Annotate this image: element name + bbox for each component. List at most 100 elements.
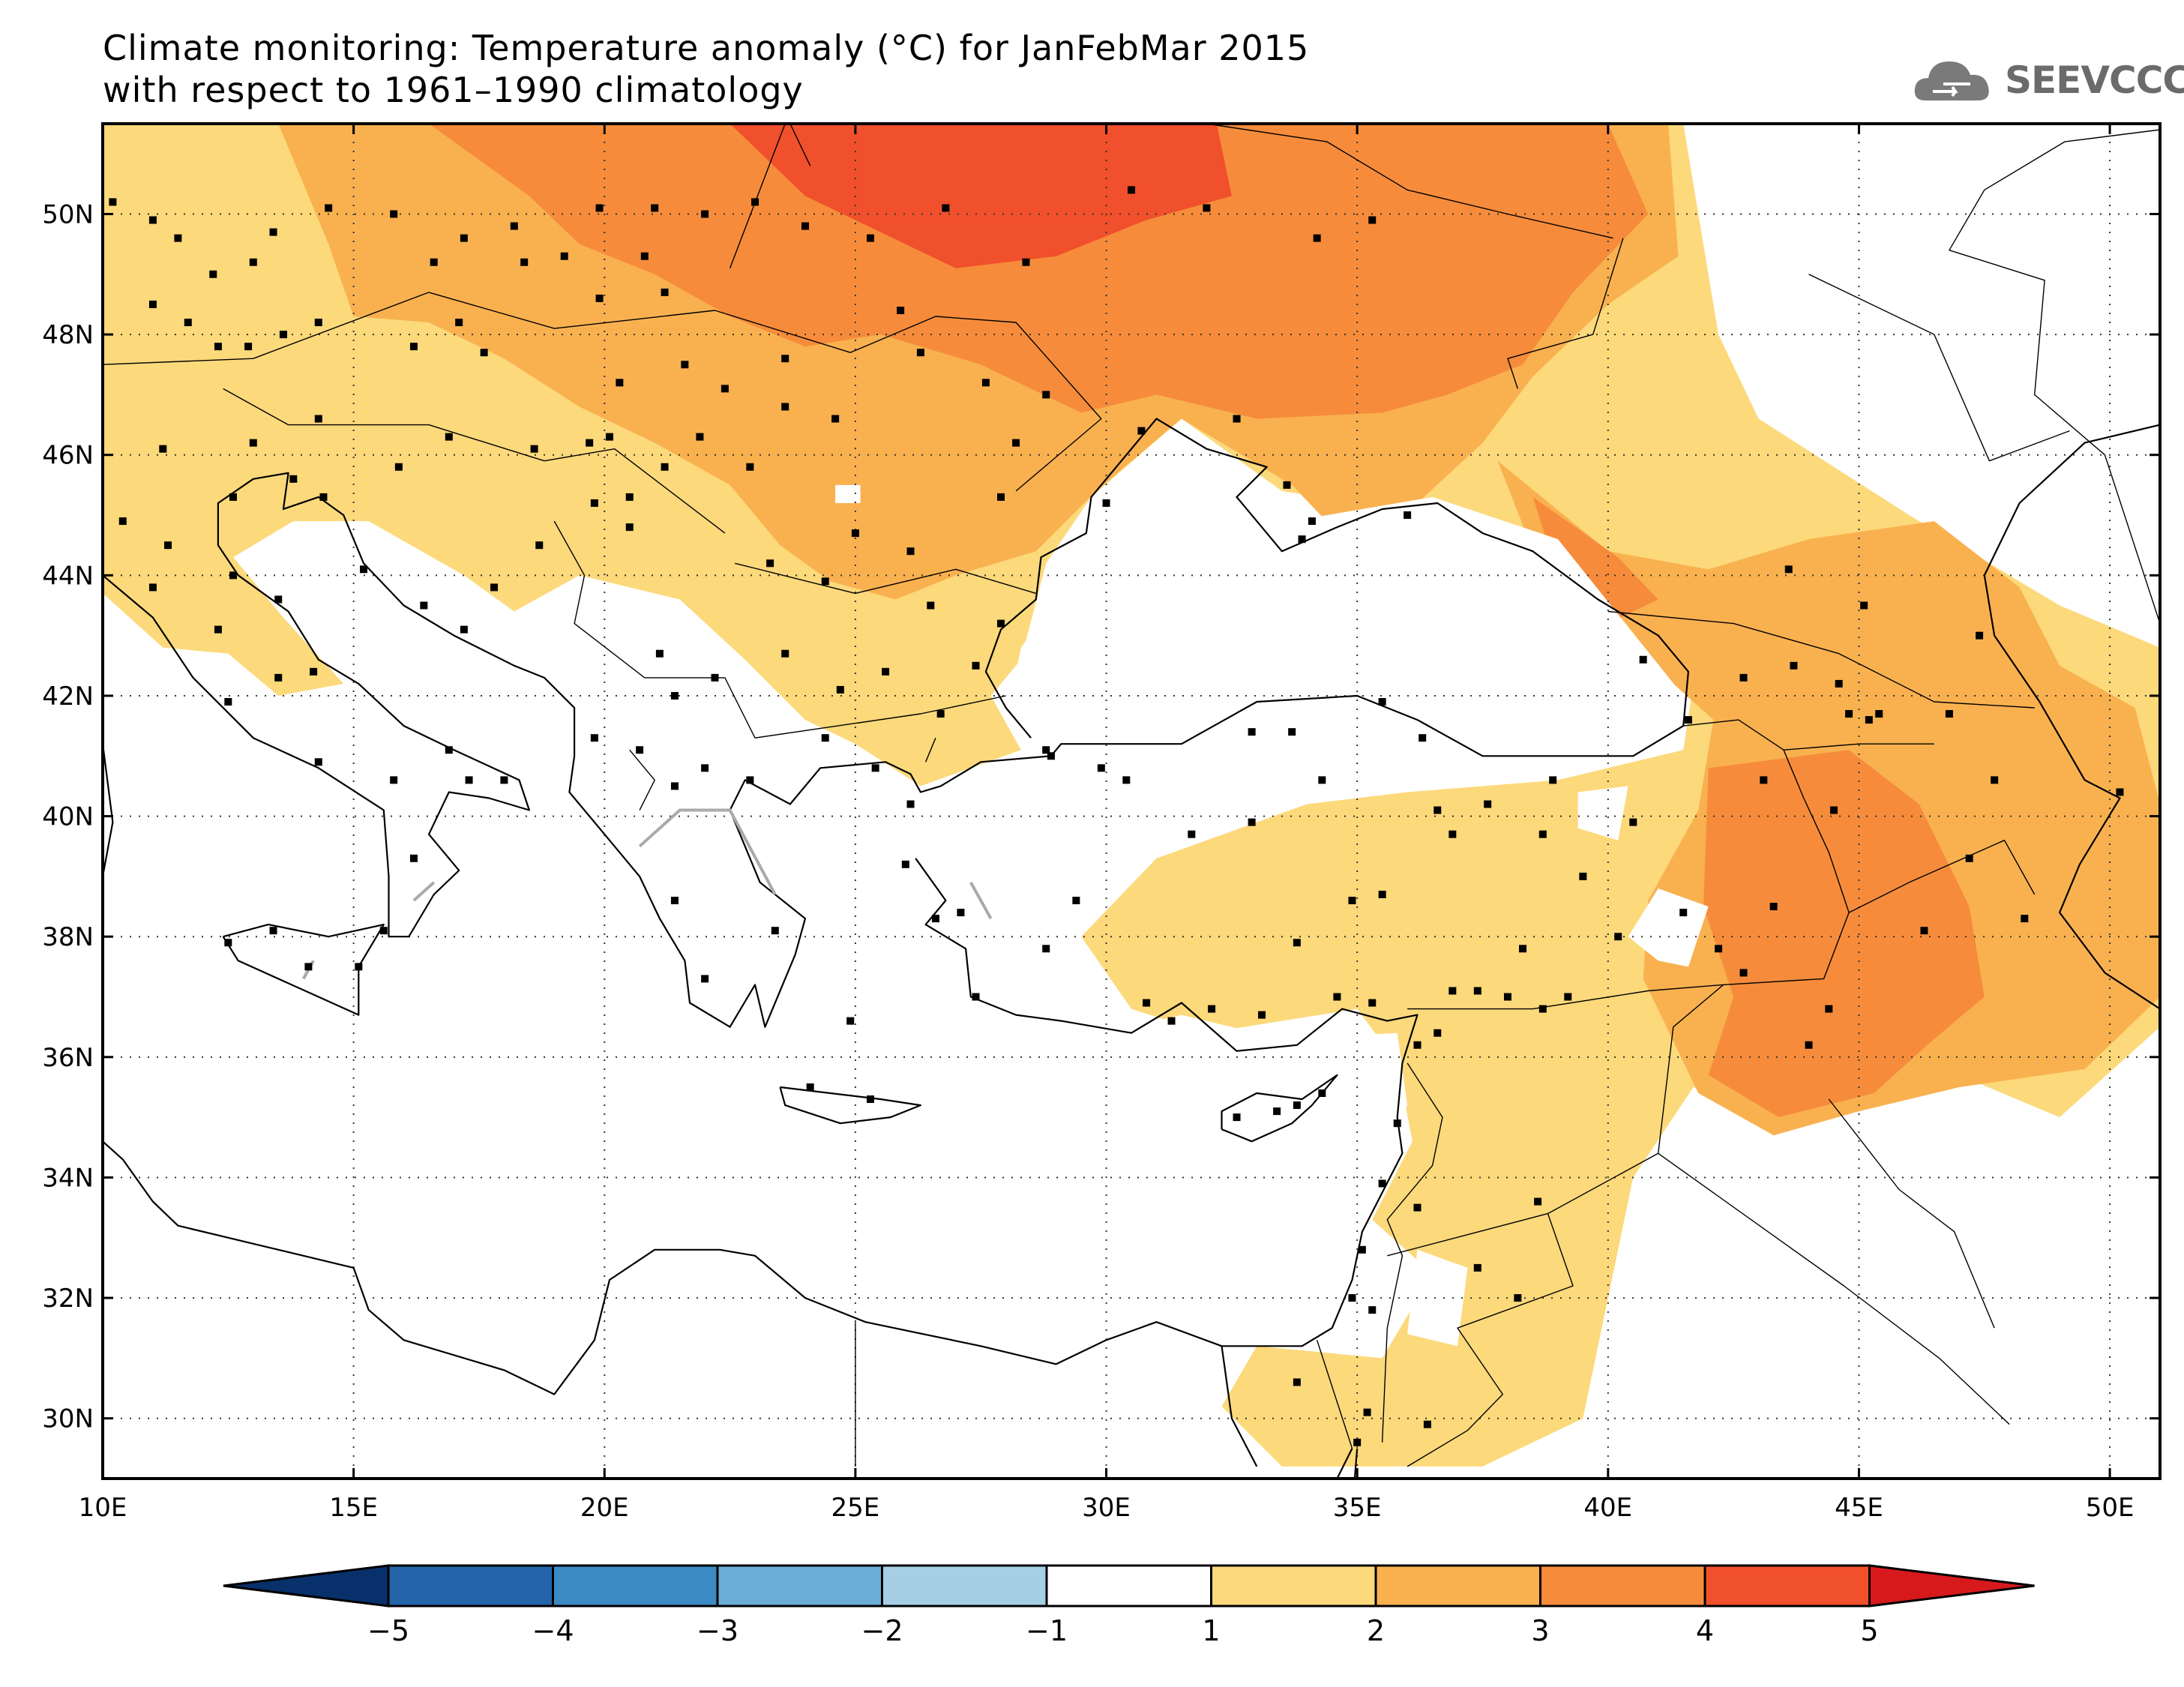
- cloud-icon: [1914, 61, 1989, 100]
- station-marker: [897, 306, 905, 314]
- colorbar-label: −4: [532, 1614, 574, 1647]
- station-marker: [1860, 601, 1868, 610]
- border-21: [1206, 124, 1613, 239]
- station-marker: [118, 517, 127, 526]
- coastline-8: [1336, 1448, 1353, 1479]
- station-marker: [314, 319, 322, 327]
- y-tick-label: 32N: [42, 1284, 94, 1314]
- station-marker: [420, 601, 428, 610]
- station-marker: [846, 1017, 855, 1025]
- border-20: [789, 124, 811, 166]
- station-marker: [1991, 776, 1999, 784]
- neutral-region-3: [835, 484, 861, 503]
- station-marker: [1042, 391, 1050, 399]
- coastline-5: [779, 1086, 922, 1125]
- station-marker: [1519, 945, 1527, 953]
- border-13: [1407, 1213, 1574, 1467]
- y-tick-label: 48N: [42, 320, 94, 350]
- station-marker: [636, 746, 644, 754]
- colorbar-label: 1: [1202, 1614, 1220, 1647]
- station-marker: [390, 210, 398, 218]
- station-marker: [1072, 897, 1080, 905]
- x-tick-label: 15E: [329, 1493, 378, 1523]
- map-title: Climate monitoring: Temperature anomaly …: [103, 28, 1310, 68]
- border-17: [1316, 1340, 1353, 1449]
- x-tick-label: 20E: [580, 1493, 629, 1523]
- station-marker: [1293, 1378, 1301, 1386]
- map-subtitle: with respect to 1961–1990 climatology: [103, 70, 804, 110]
- station-marker: [1353, 1438, 1362, 1446]
- station-marker: [148, 300, 157, 308]
- station-marker: [1298, 535, 1306, 544]
- station-marker: [460, 625, 468, 634]
- colorbar-segment: [1045, 1564, 1212, 1608]
- colorbar-label: −1: [1026, 1614, 1068, 1647]
- station-marker: [1313, 234, 1321, 242]
- station-marker: [394, 463, 403, 471]
- border-5: [629, 749, 655, 811]
- station-marker: [209, 270, 217, 278]
- station-marker: [520, 258, 529, 266]
- colorbar-label: −3: [697, 1614, 738, 1647]
- station-marker: [1293, 1101, 1301, 1110]
- colorbar-label: −2: [861, 1614, 903, 1647]
- station-marker: [314, 758, 322, 766]
- station-marker: [560, 252, 568, 260]
- station-marker: [224, 697, 232, 706]
- border-2: [735, 562, 1037, 595]
- station-marker: [500, 776, 508, 784]
- station-marker: [1368, 216, 1377, 224]
- station-marker: [766, 559, 774, 568]
- station-marker: [1805, 1041, 1813, 1049]
- station-marker: [651, 204, 659, 212]
- latitude-axis: 50N 48N 46N 44N 42N 40N 38N 36N 34N 32N 30N: [42, 199, 2160, 1434]
- border-9: [1783, 743, 1934, 751]
- station-marker: [1825, 1005, 1833, 1013]
- station-marker: [314, 415, 322, 423]
- anomaly-region-3-3: [1703, 750, 1985, 1118]
- station-marker: [901, 860, 909, 868]
- station-marker: [957, 909, 965, 917]
- y-tick-label: 42N: [42, 682, 94, 712]
- neutral-region-2: [1005, 496, 1684, 751]
- anomaly-fill-layer: [103, 124, 2160, 1467]
- station-marker: [1829, 806, 1838, 814]
- station-marker: [1333, 993, 1341, 1001]
- station-marker: [1042, 746, 1050, 754]
- station-marker: [711, 673, 719, 682]
- colorbar-segment: [1703, 1564, 1871, 1608]
- station-marker: [1308, 517, 1316, 526]
- neutral-region-5: [1407, 1249, 1468, 1347]
- station-marker: [625, 523, 634, 532]
- station-marker: [1413, 1203, 1422, 1212]
- border-4: [553, 520, 1006, 739]
- station-marker: [1684, 716, 1692, 724]
- map-frame: [101, 122, 2162, 1480]
- station-marker: [274, 673, 283, 682]
- station-marker: [1920, 927, 1928, 935]
- station-marker: [304, 963, 313, 971]
- station-marker: [1248, 818, 1256, 826]
- station-marker: [1097, 764, 1105, 772]
- station-marker: [821, 734, 829, 742]
- station-marker: [1248, 728, 1256, 736]
- station-marker: [1579, 872, 1587, 880]
- station-marker: [1258, 1011, 1266, 1019]
- station-marker: [214, 343, 222, 351]
- anomaly-region-1-1: [103, 124, 2160, 1467]
- station-marker: [1042, 945, 1050, 953]
- anomaly-region-3-2: [1532, 496, 1658, 624]
- longitude-axis: 10E 15E 20E 25E 30E 35E 40E 45E 50E: [79, 124, 2134, 1523]
- anomaly-region-3-1: [429, 124, 1649, 419]
- colorbar: −5 −4 −3 −2 −1 1 2 3 4 5: [223, 1564, 2035, 1647]
- station-marker: [409, 854, 418, 862]
- colorbar-label: 3: [1531, 1614, 1549, 1647]
- station-marker: [159, 445, 167, 453]
- station-marker: [2021, 915, 2029, 923]
- station-marker: [1503, 993, 1511, 1001]
- station-marker: [1102, 499, 1110, 507]
- coastline-10: [103, 744, 114, 877]
- station-marker: [1348, 897, 1356, 905]
- station-marker: [249, 258, 257, 266]
- station-marker: [996, 493, 1005, 501]
